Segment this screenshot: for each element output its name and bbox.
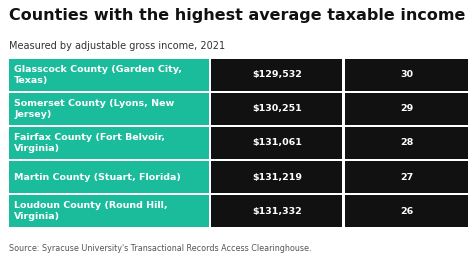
Bar	[9, 195, 209, 227]
Bar	[211, 161, 342, 193]
Text: Glasscock County (Garden City,
Texas): Glasscock County (Garden City, Texas)	[14, 65, 182, 85]
Text: Loudoun County (Round Hill,
Virginia): Loudoun County (Round Hill, Virginia)	[14, 201, 168, 221]
Bar	[345, 127, 468, 159]
Text: 29: 29	[400, 105, 413, 113]
Bar	[345, 93, 468, 125]
Text: 26: 26	[400, 207, 413, 215]
Bar	[345, 59, 468, 91]
Bar	[9, 59, 209, 91]
Text: 27: 27	[400, 173, 413, 181]
Bar	[211, 93, 342, 125]
Text: Somerset County (Lyons, New
Jersey): Somerset County (Lyons, New Jersey)	[14, 99, 174, 119]
Text: Martin County (Stuart, Florida): Martin County (Stuart, Florida)	[14, 173, 181, 181]
Bar	[345, 195, 468, 227]
Text: $131,219: $131,219	[252, 173, 302, 181]
Bar	[9, 161, 209, 193]
Text: 30: 30	[400, 70, 413, 79]
Bar	[345, 161, 468, 193]
Text: Source: Syracuse University's Transactional Records Access Clearinghouse.: Source: Syracuse University's Transactio…	[9, 244, 311, 253]
Bar	[9, 127, 209, 159]
Bar	[211, 127, 342, 159]
Text: $131,061: $131,061	[252, 139, 302, 147]
Text: Counties with the highest average taxable income: Counties with the highest average taxabl…	[9, 8, 465, 23]
Text: Measured by adjustable gross income, 2021: Measured by adjustable gross income, 202…	[9, 41, 225, 51]
Text: Fairfax County (Fort Belvoir,
Virginia): Fairfax County (Fort Belvoir, Virginia)	[14, 133, 165, 153]
Text: $129,532: $129,532	[252, 70, 302, 79]
Text: $130,251: $130,251	[252, 105, 302, 113]
Bar	[211, 59, 342, 91]
Text: $131,332: $131,332	[252, 207, 302, 215]
Bar	[211, 195, 342, 227]
Text: 28: 28	[400, 139, 413, 147]
Bar	[9, 93, 209, 125]
